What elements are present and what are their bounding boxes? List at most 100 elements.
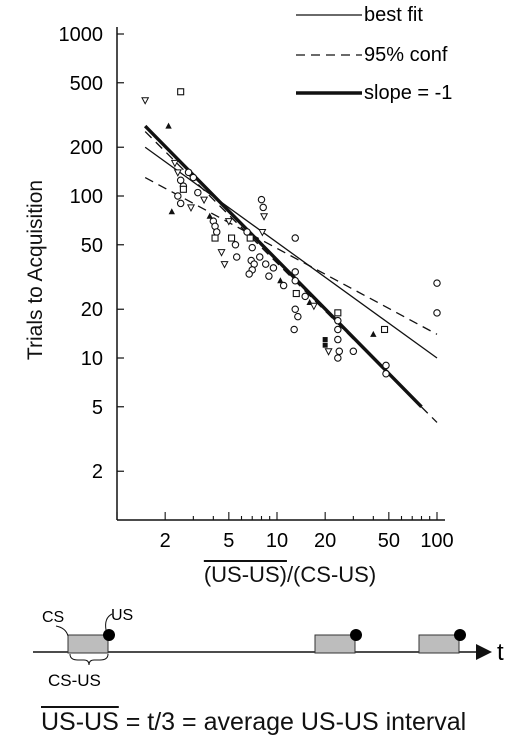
thick-solid-line <box>143 124 423 408</box>
data-point-square <box>334 309 342 317</box>
x-tick-label: 5 <box>223 530 234 552</box>
data-point-circle <box>335 347 344 356</box>
us-dot-2 <box>350 629 362 641</box>
data-point-square <box>179 185 187 193</box>
y-tick-label: 50 <box>81 235 103 257</box>
data-point-circle <box>291 234 299 242</box>
plot-axes <box>116 27 445 521</box>
data-point-tri-down <box>200 196 209 205</box>
data-point-circle <box>232 253 241 261</box>
data-point-circle <box>433 279 441 287</box>
data-point-circle <box>294 312 302 321</box>
data-point-circle <box>279 281 288 290</box>
data-point-circle <box>349 347 358 356</box>
timeline-diagram: t CS US CS-US <box>33 607 504 690</box>
data-point-tri-down <box>224 218 233 226</box>
data-point-square-filled <box>322 337 328 343</box>
data-point-circle <box>334 316 342 325</box>
data-point-circle <box>194 188 202 197</box>
x-tick-label: 50 <box>378 530 400 552</box>
data-point-tri-down <box>309 302 318 311</box>
data-point-circle <box>184 168 193 177</box>
legend: best fit 95% conf slope = -1 <box>296 4 452 104</box>
data-point-tri-up <box>168 208 175 215</box>
x-tick-label: 100 <box>420 530 453 552</box>
dashed-line <box>144 176 438 335</box>
us-dot-1 <box>103 629 115 641</box>
data-point-circle <box>291 276 299 285</box>
data-point-tri-up <box>370 330 377 337</box>
data-point-square <box>380 325 389 334</box>
y-tick-label: 10 <box>81 348 103 370</box>
y-tick-label: 20 <box>81 299 103 321</box>
caption: US-US = t/3 = average US-US interval <box>41 708 466 737</box>
y-tick-label: 200 <box>70 137 103 159</box>
data-point-tri-down <box>173 169 182 177</box>
data-point-tri-up <box>206 212 213 219</box>
data-point-square <box>246 234 254 242</box>
data-point-tri-down <box>170 159 179 168</box>
y-axis-label: Trials to Acquisition <box>24 179 47 361</box>
log-log-scatter-chart: 2 5 10 20 50 100 200 500 1000 2 5 10 20 50 100 best f… <box>59 4 454 552</box>
data-point-circle <box>334 325 342 334</box>
data-point-square <box>292 289 300 298</box>
data-point-circle <box>245 270 253 278</box>
data-point-circle <box>243 228 251 236</box>
x-tick-label: 20 <box>314 530 336 552</box>
data-point-circle <box>269 264 278 272</box>
caption-us-us: US-US <box>41 708 119 736</box>
thin-solid-line <box>144 146 438 359</box>
data-point-square <box>211 234 219 242</box>
data-point-circle <box>291 268 299 276</box>
y-tick-label: 100 <box>70 186 103 208</box>
legend-label: best fit <box>364 4 423 26</box>
data-point-circle <box>176 199 185 208</box>
data-point-tri-down <box>258 228 267 237</box>
data-point-circle <box>174 192 182 200</box>
data-point-square <box>177 88 185 96</box>
data-point-tri-up <box>277 277 284 284</box>
data-point-tri-down <box>141 97 150 105</box>
y-tick-label: 500 <box>70 73 103 95</box>
cs-label: CS <box>42 609 64 626</box>
x-axis-label-main: (US-US) <box>203 562 287 587</box>
time-axis-label: t <box>497 639 504 666</box>
data-point-circle <box>334 335 342 344</box>
y-tick-label: 1000 <box>59 24 104 46</box>
x-tick-label: 2 <box>160 530 171 552</box>
data-point-tri-down <box>186 204 196 212</box>
time-axis-arrowhead <box>476 644 492 660</box>
data-point-square <box>228 234 236 242</box>
data-points <box>141 88 441 378</box>
data-point-circle <box>257 195 266 204</box>
cs-pointer-curve <box>55 625 69 637</box>
data-point-circle <box>248 243 256 252</box>
x-axis-label: (US-US)/(CS-US) <box>204 562 376 588</box>
data-point-tri-down <box>220 261 229 269</box>
us-dot-3 <box>454 629 466 641</box>
us-pointer-curve <box>105 613 113 631</box>
y-tick-label: 2 <box>92 461 103 483</box>
cs-us-interval-label: CS-US <box>48 671 101 690</box>
data-point-circle <box>189 173 198 182</box>
caption-rest: = t/3 = average US-US interval <box>118 708 467 736</box>
data-point-square-filled <box>322 342 328 348</box>
cs-box-3 <box>418 634 460 654</box>
legend-label: 95% conf <box>364 44 448 66</box>
us-label: US <box>111 607 133 624</box>
data-point-tri-down <box>217 249 226 257</box>
cs-us-brace <box>69 653 109 666</box>
data-point-circle <box>334 354 342 362</box>
x-ticks: 2 5 10 20 50 100 <box>116 512 454 552</box>
y-ticks: 2 5 10 20 50 100 200 500 1000 <box>59 24 124 483</box>
data-point-tri-down <box>260 213 269 221</box>
legend-label: slope = -1 <box>364 82 452 104</box>
data-point-circle <box>290 325 298 334</box>
data-point-circle <box>265 272 273 280</box>
cs-box-1 <box>67 634 109 654</box>
data-point-circle <box>382 361 390 370</box>
data-point-circle <box>255 253 264 261</box>
data-point-circle <box>176 176 185 185</box>
data-point-circle <box>301 292 309 301</box>
cs-box-2 <box>314 634 356 654</box>
